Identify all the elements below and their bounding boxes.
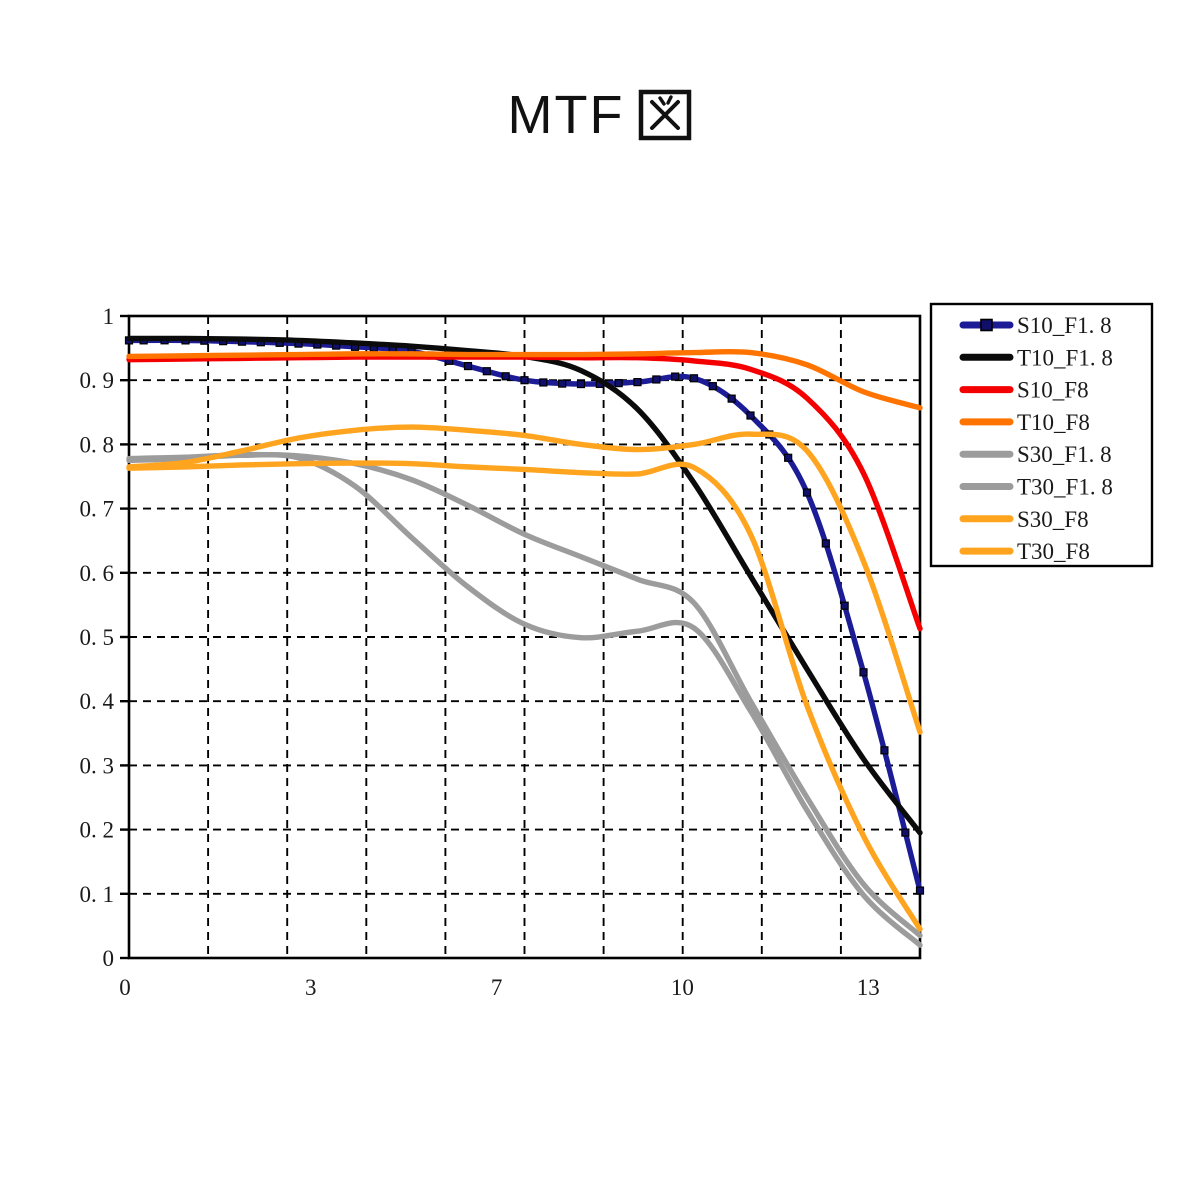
y-axis-label: 0. 3 bbox=[80, 753, 115, 778]
legend-item-label: S30_F1. 8 bbox=[1017, 442, 1112, 467]
grid-layer bbox=[129, 316, 920, 958]
legend-item: S10_F1. 8 bbox=[959, 313, 1112, 338]
legend-item-label: T10_F8 bbox=[1017, 410, 1090, 435]
legend-item: S30_F1. 8 bbox=[959, 442, 1112, 467]
x-axis-label: 3 bbox=[305, 975, 317, 1000]
square-marker bbox=[840, 601, 849, 610]
legend-item-marker bbox=[980, 318, 993, 332]
legend-item-label: S10_F1. 8 bbox=[1017, 313, 1112, 338]
y-axis-label: 0. 6 bbox=[80, 561, 115, 586]
series-line-T10_F8 bbox=[126, 348, 923, 411]
y-axis-label: 0. 7 bbox=[80, 497, 115, 522]
square-marker bbox=[671, 372, 680, 381]
series-layer bbox=[124, 335, 925, 948]
legend-item: S30_F8 bbox=[959, 507, 1089, 532]
y-axis-label: 0. 5 bbox=[80, 625, 115, 650]
series-line-T30_F8 bbox=[126, 460, 923, 932]
series-line-T10_F18 bbox=[126, 335, 923, 836]
square-marker bbox=[880, 746, 889, 755]
square-marker bbox=[520, 376, 529, 385]
y-axis-label: 0 bbox=[103, 946, 115, 971]
legend-item-label: S30_F8 bbox=[1017, 507, 1089, 532]
square-marker bbox=[463, 361, 473, 371]
legend-item: S10_F8 bbox=[959, 378, 1089, 403]
legend-item-label: T30_F8 bbox=[1017, 539, 1090, 564]
chart-title: MTF bbox=[0, 84, 1200, 146]
legend-item-label: T10_F1. 8 bbox=[1017, 345, 1113, 370]
square-marker bbox=[501, 372, 510, 381]
square-marker bbox=[614, 379, 623, 388]
square-marker bbox=[576, 379, 586, 389]
legend-item: T30_F8 bbox=[959, 539, 1090, 564]
axis-layer: 1 0. 9 0. 8 0. 7 0. 6 0. 5 0. 4 0. 3 0. 2 0. 1 00 3… bbox=[80, 304, 922, 1000]
x-axis-label: 10 bbox=[671, 975, 694, 1000]
y-axis-label: 0. 4 bbox=[80, 689, 115, 714]
square-marker bbox=[727, 394, 736, 403]
square-marker bbox=[746, 411, 755, 420]
x-axis-label: 7 bbox=[491, 975, 503, 1000]
square-marker bbox=[821, 539, 830, 548]
series-line-S10_F8 bbox=[126, 354, 923, 632]
square-marker bbox=[802, 488, 812, 497]
square-marker bbox=[652, 375, 661, 384]
square-marker bbox=[915, 886, 925, 895]
square-marker bbox=[689, 374, 699, 383]
legend-item-label: T30_F1. 8 bbox=[1017, 475, 1113, 500]
square-marker bbox=[708, 382, 717, 391]
series-line-S30_F8 bbox=[126, 424, 923, 735]
legend-frame bbox=[929, 302, 1154, 568]
square-marker bbox=[859, 668, 868, 677]
chart-title-text: MTF bbox=[507, 85, 625, 145]
square-marker bbox=[633, 378, 642, 387]
y-axis-label: 0. 1 bbox=[80, 882, 115, 907]
y-axis-label: 0. 2 bbox=[80, 818, 115, 843]
x-axis-label: 13 bbox=[857, 975, 880, 1000]
legend-item: T10_F8 bbox=[959, 410, 1090, 435]
square-marker bbox=[901, 828, 910, 837]
x-axis-label: 0 bbox=[119, 975, 131, 1000]
y-axis-label: 0. 9 bbox=[80, 368, 115, 393]
series-line-T30_F18 bbox=[126, 451, 923, 948]
y-axis-label: 1 bbox=[103, 304, 115, 329]
kanji-zu-glyph bbox=[639, 89, 692, 141]
y-axis-label: 0. 8 bbox=[80, 432, 115, 457]
legend-item: T10_F1. 8 bbox=[959, 345, 1113, 370]
square-marker bbox=[482, 367, 491, 376]
square-marker bbox=[784, 453, 793, 462]
legend-item: T30_F1. 8 bbox=[959, 475, 1113, 500]
legend-item-label: S10_F8 bbox=[1017, 378, 1089, 403]
legend-box: S10_F1. 8 T10_F1. 8 S10_F8 T10_F8 S30_F1. 8 T… bbox=[929, 302, 1154, 568]
square-marker bbox=[539, 378, 548, 387]
square-marker bbox=[558, 379, 567, 388]
